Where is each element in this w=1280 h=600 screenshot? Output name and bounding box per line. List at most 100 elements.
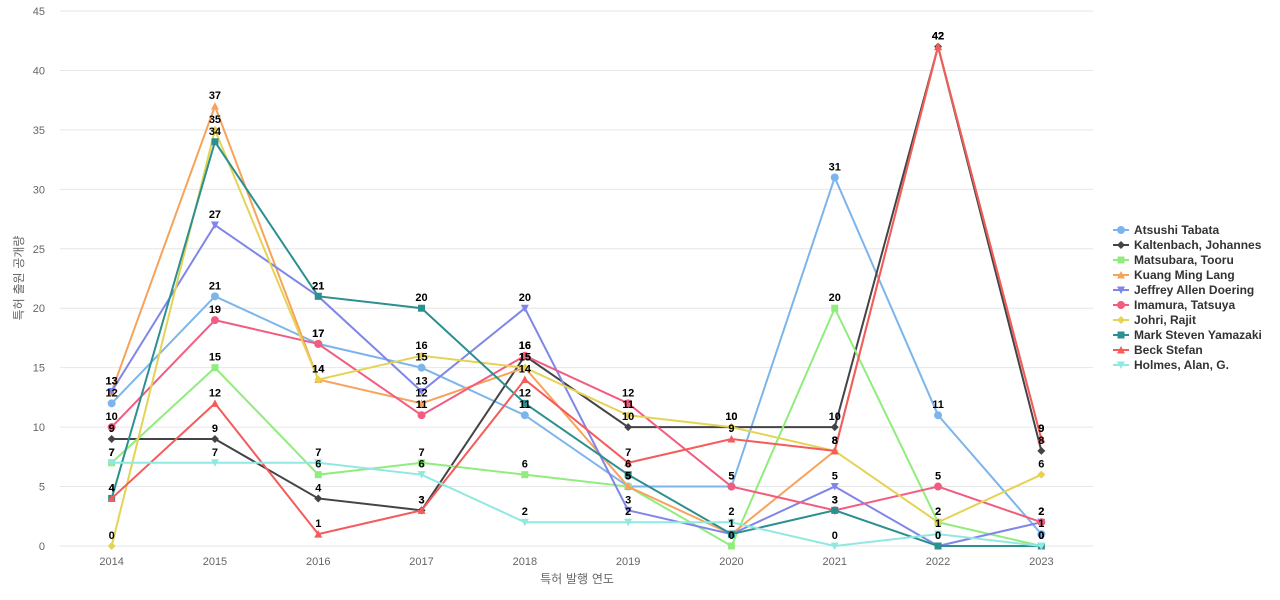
data-point[interactable]	[934, 482, 943, 491]
data-point[interactable]	[624, 482, 633, 491]
legend-item[interactable]: Johri, Rajit	[1113, 313, 1196, 327]
data-point[interactable]	[520, 375, 529, 384]
data-point[interactable]	[831, 304, 839, 312]
legend-item[interactable]: Beck Stefan	[1113, 343, 1203, 357]
data-label: 4	[315, 482, 322, 494]
data-label: 1	[1038, 518, 1044, 530]
data-label: 6	[315, 459, 321, 471]
data-point[interactable]	[314, 459, 323, 467]
data-point[interactable]	[1037, 470, 1046, 479]
data-point[interactable]	[1037, 542, 1046, 551]
data-label: 0	[935, 530, 941, 542]
data-label: 8	[832, 435, 838, 447]
legend-item[interactable]: Kaltenbach, Johannes	[1113, 238, 1262, 252]
data-point[interactable]	[210, 102, 219, 110]
data-point[interactable]	[727, 435, 736, 443]
data-point[interactable]	[934, 518, 943, 527]
data-point[interactable]	[624, 518, 633, 527]
data-point[interactable]	[210, 459, 219, 467]
data-point[interactable]	[727, 482, 736, 491]
data-point[interactable]	[314, 471, 322, 479]
data-point[interactable]	[417, 471, 426, 479]
data-point[interactable]	[521, 399, 529, 407]
data-point[interactable]	[210, 399, 219, 407]
data-point[interactable]	[830, 423, 839, 432]
series-johri-rajit	[107, 125, 1046, 550]
data-point[interactable]	[624, 399, 633, 408]
data-label: 1	[728, 518, 734, 530]
data-point[interactable]	[624, 471, 632, 479]
data-point[interactable]	[210, 221, 219, 230]
data-point[interactable]	[1037, 530, 1046, 539]
data-point[interactable]	[727, 530, 735, 538]
data-point[interactable]	[727, 423, 736, 432]
data-point[interactable]	[107, 387, 116, 396]
data-point[interactable]	[624, 458, 633, 467]
data-point[interactable]	[624, 411, 633, 420]
data-point[interactable]	[624, 506, 633, 515]
data-point[interactable]	[831, 506, 839, 514]
data-point[interactable]	[830, 542, 839, 551]
legend-item[interactable]: Jeffrey Allen Doering	[1113, 283, 1254, 297]
data-point[interactable]	[417, 399, 426, 407]
data-point[interactable]	[1037, 435, 1046, 443]
data-point[interactable]	[520, 518, 529, 527]
legend-item[interactable]: Atsushi Tabata	[1113, 223, 1219, 237]
legend-item[interactable]: Imamura, Tatsuya	[1113, 298, 1235, 312]
legend-item[interactable]: Holmes, Alan, G.	[1113, 358, 1229, 372]
data-point[interactable]	[314, 292, 322, 300]
data-point[interactable]	[210, 125, 219, 134]
legend-item[interactable]: Matsubara, Tooru	[1113, 253, 1234, 267]
data-point[interactable]	[1037, 446, 1046, 455]
data-point[interactable]	[107, 423, 116, 432]
series-line	[110, 126, 1042, 547]
data-label: 15	[209, 352, 221, 364]
data-point[interactable]	[314, 339, 323, 348]
data-point[interactable]	[107, 494, 116, 502]
data-point[interactable]	[417, 363, 426, 372]
data-point[interactable]	[727, 542, 735, 550]
data-point[interactable]	[934, 542, 942, 550]
data-point[interactable]	[314, 494, 323, 503]
data-point[interactable]	[107, 542, 116, 550]
data-label: 9	[212, 423, 218, 435]
data-label: 1	[728, 518, 734, 530]
data-point[interactable]	[934, 42, 943, 51]
data-point[interactable]	[830, 446, 839, 455]
legend-item[interactable]: Kuang Ming Lang	[1113, 268, 1235, 282]
data-point[interactable]	[727, 518, 736, 527]
data-point[interactable]	[107, 459, 116, 467]
data-point[interactable]	[1037, 518, 1046, 527]
data-point[interactable]	[418, 304, 426, 312]
data-point[interactable]	[417, 387, 426, 396]
data-point[interactable]	[211, 138, 219, 146]
data-point[interactable]	[417, 351, 426, 360]
data-point[interactable]	[417, 411, 426, 420]
data-point[interactable]	[210, 435, 219, 443]
data-label: 2	[728, 506, 734, 518]
data-point[interactable]	[520, 363, 529, 372]
data-point[interactable]	[314, 375, 323, 384]
data-point[interactable]	[520, 351, 529, 360]
data-point[interactable]	[520, 304, 529, 313]
data-point[interactable]	[211, 364, 219, 372]
data-point[interactable]	[107, 399, 116, 408]
data-point[interactable]	[417, 506, 426, 514]
data-point[interactable]	[624, 423, 633, 432]
legend-label: Johri, Rajit	[1134, 313, 1196, 327]
data-point[interactable]	[934, 530, 943, 539]
data-point[interactable]	[520, 411, 529, 420]
data-label: 5	[625, 471, 631, 483]
data-point[interactable]	[521, 471, 529, 479]
data-label: 4	[109, 482, 116, 494]
data-point[interactable]	[418, 459, 426, 467]
data-point[interactable]	[107, 435, 116, 443]
data-point[interactable]	[934, 411, 943, 420]
legend-item[interactable]: Mark Steven Yamazaki	[1113, 328, 1262, 342]
data-point[interactable]	[210, 316, 219, 325]
data-point[interactable]	[830, 173, 839, 182]
data-point[interactable]	[314, 530, 323, 538]
data-label: 6	[1038, 459, 1044, 471]
data-point[interactable]	[830, 483, 839, 491]
data-point[interactable]	[210, 292, 219, 301]
